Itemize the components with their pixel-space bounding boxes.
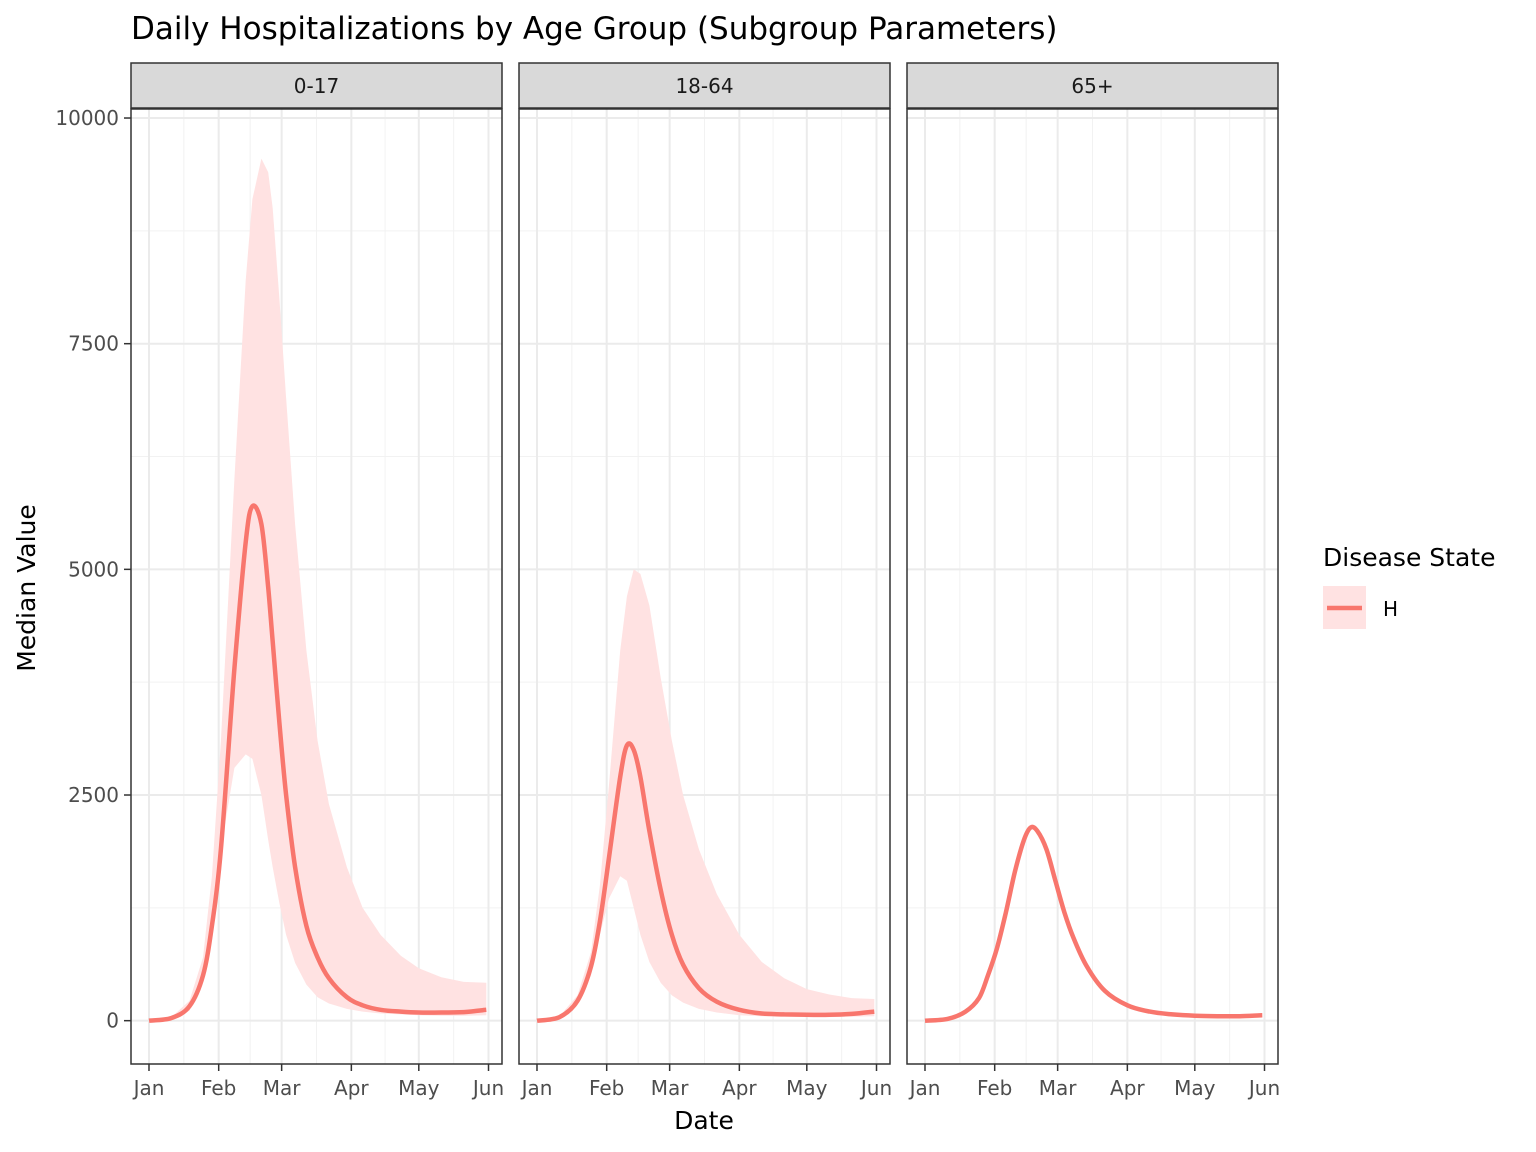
x-tick-label: May: [786, 1076, 828, 1100]
chart-title: Daily Hospitalizations by Age Group (Sub…: [131, 11, 1057, 47]
facet-strip: [906, 62, 1279, 109]
facet-strip-label: 0-17: [294, 74, 339, 98]
facet-strip-label: 18-64: [675, 74, 733, 98]
x-tick-label: Jan: [520, 1076, 553, 1100]
x-tick-label: Feb: [977, 1076, 1012, 1100]
panel-18-64: 18-64 Jan Feb Mar Apr May Jun: [518, 62, 892, 1100]
x-tick-label: Apr: [722, 1076, 757, 1100]
x-tick-label: Feb: [201, 1076, 236, 1100]
series-line-H: [148, 503, 487, 1023]
y-tick-label: 10000: [55, 106, 119, 130]
series-line-H: [536, 741, 875, 1023]
x-tick-label: Jun: [471, 1076, 504, 1100]
x-tick-label: Apr: [334, 1076, 369, 1100]
facet-strip: [518, 62, 891, 109]
legend: Disease State H: [1323, 543, 1495, 629]
x-tick-label: May: [1174, 1076, 1216, 1100]
x-tick-label: Jun: [1247, 1076, 1280, 1100]
x-tick-label: Jun: [859, 1076, 892, 1100]
x-tick-label: Mar: [1039, 1076, 1078, 1100]
y-tick-label: 0: [106, 1009, 119, 1033]
ribbon-H: [537, 569, 875, 1021]
ribbon-H: [149, 158, 487, 1021]
y-tick-label: 5000: [68, 557, 119, 581]
panel-65+: 65+ Jan Feb Mar Apr May Jun: [906, 62, 1280, 1100]
y-tick-label: 2500: [68, 783, 119, 807]
x-tick-label: Feb: [589, 1076, 624, 1100]
x-axis-title: Date: [674, 1106, 734, 1135]
panel-border: [130, 108, 503, 1065]
y-tick-label: 7500: [68, 332, 119, 356]
facet-strip: [130, 62, 503, 109]
panel-0-17: 0-17 Jan Feb Mar Apr May Jun: [130, 62, 504, 1100]
panel-border: [518, 108, 891, 1065]
y-axis: 0 2500 5000 7500 10000: [55, 106, 131, 1033]
x-tick-label: May: [398, 1076, 440, 1100]
panel-border: [906, 108, 1279, 1065]
x-tick-label: Mar: [651, 1076, 690, 1100]
x-tick-label: Jan: [908, 1076, 941, 1100]
x-tick-label: Apr: [1110, 1076, 1145, 1100]
facet-panels: 0-17 Jan Feb Mar Apr May Jun 18-64 Jan Feb Mar Apr M…: [130, 62, 1280, 1100]
legend-title: Disease State: [1323, 543, 1495, 572]
legend-label-h: H: [1383, 597, 1398, 621]
y-axis-title: Median Value: [12, 504, 41, 672]
x-tick-label: Jan: [132, 1076, 165, 1100]
x-tick-label: Mar: [263, 1076, 302, 1100]
facet-strip-label: 65+: [1071, 74, 1113, 98]
series-line-H: [924, 824, 1263, 1023]
